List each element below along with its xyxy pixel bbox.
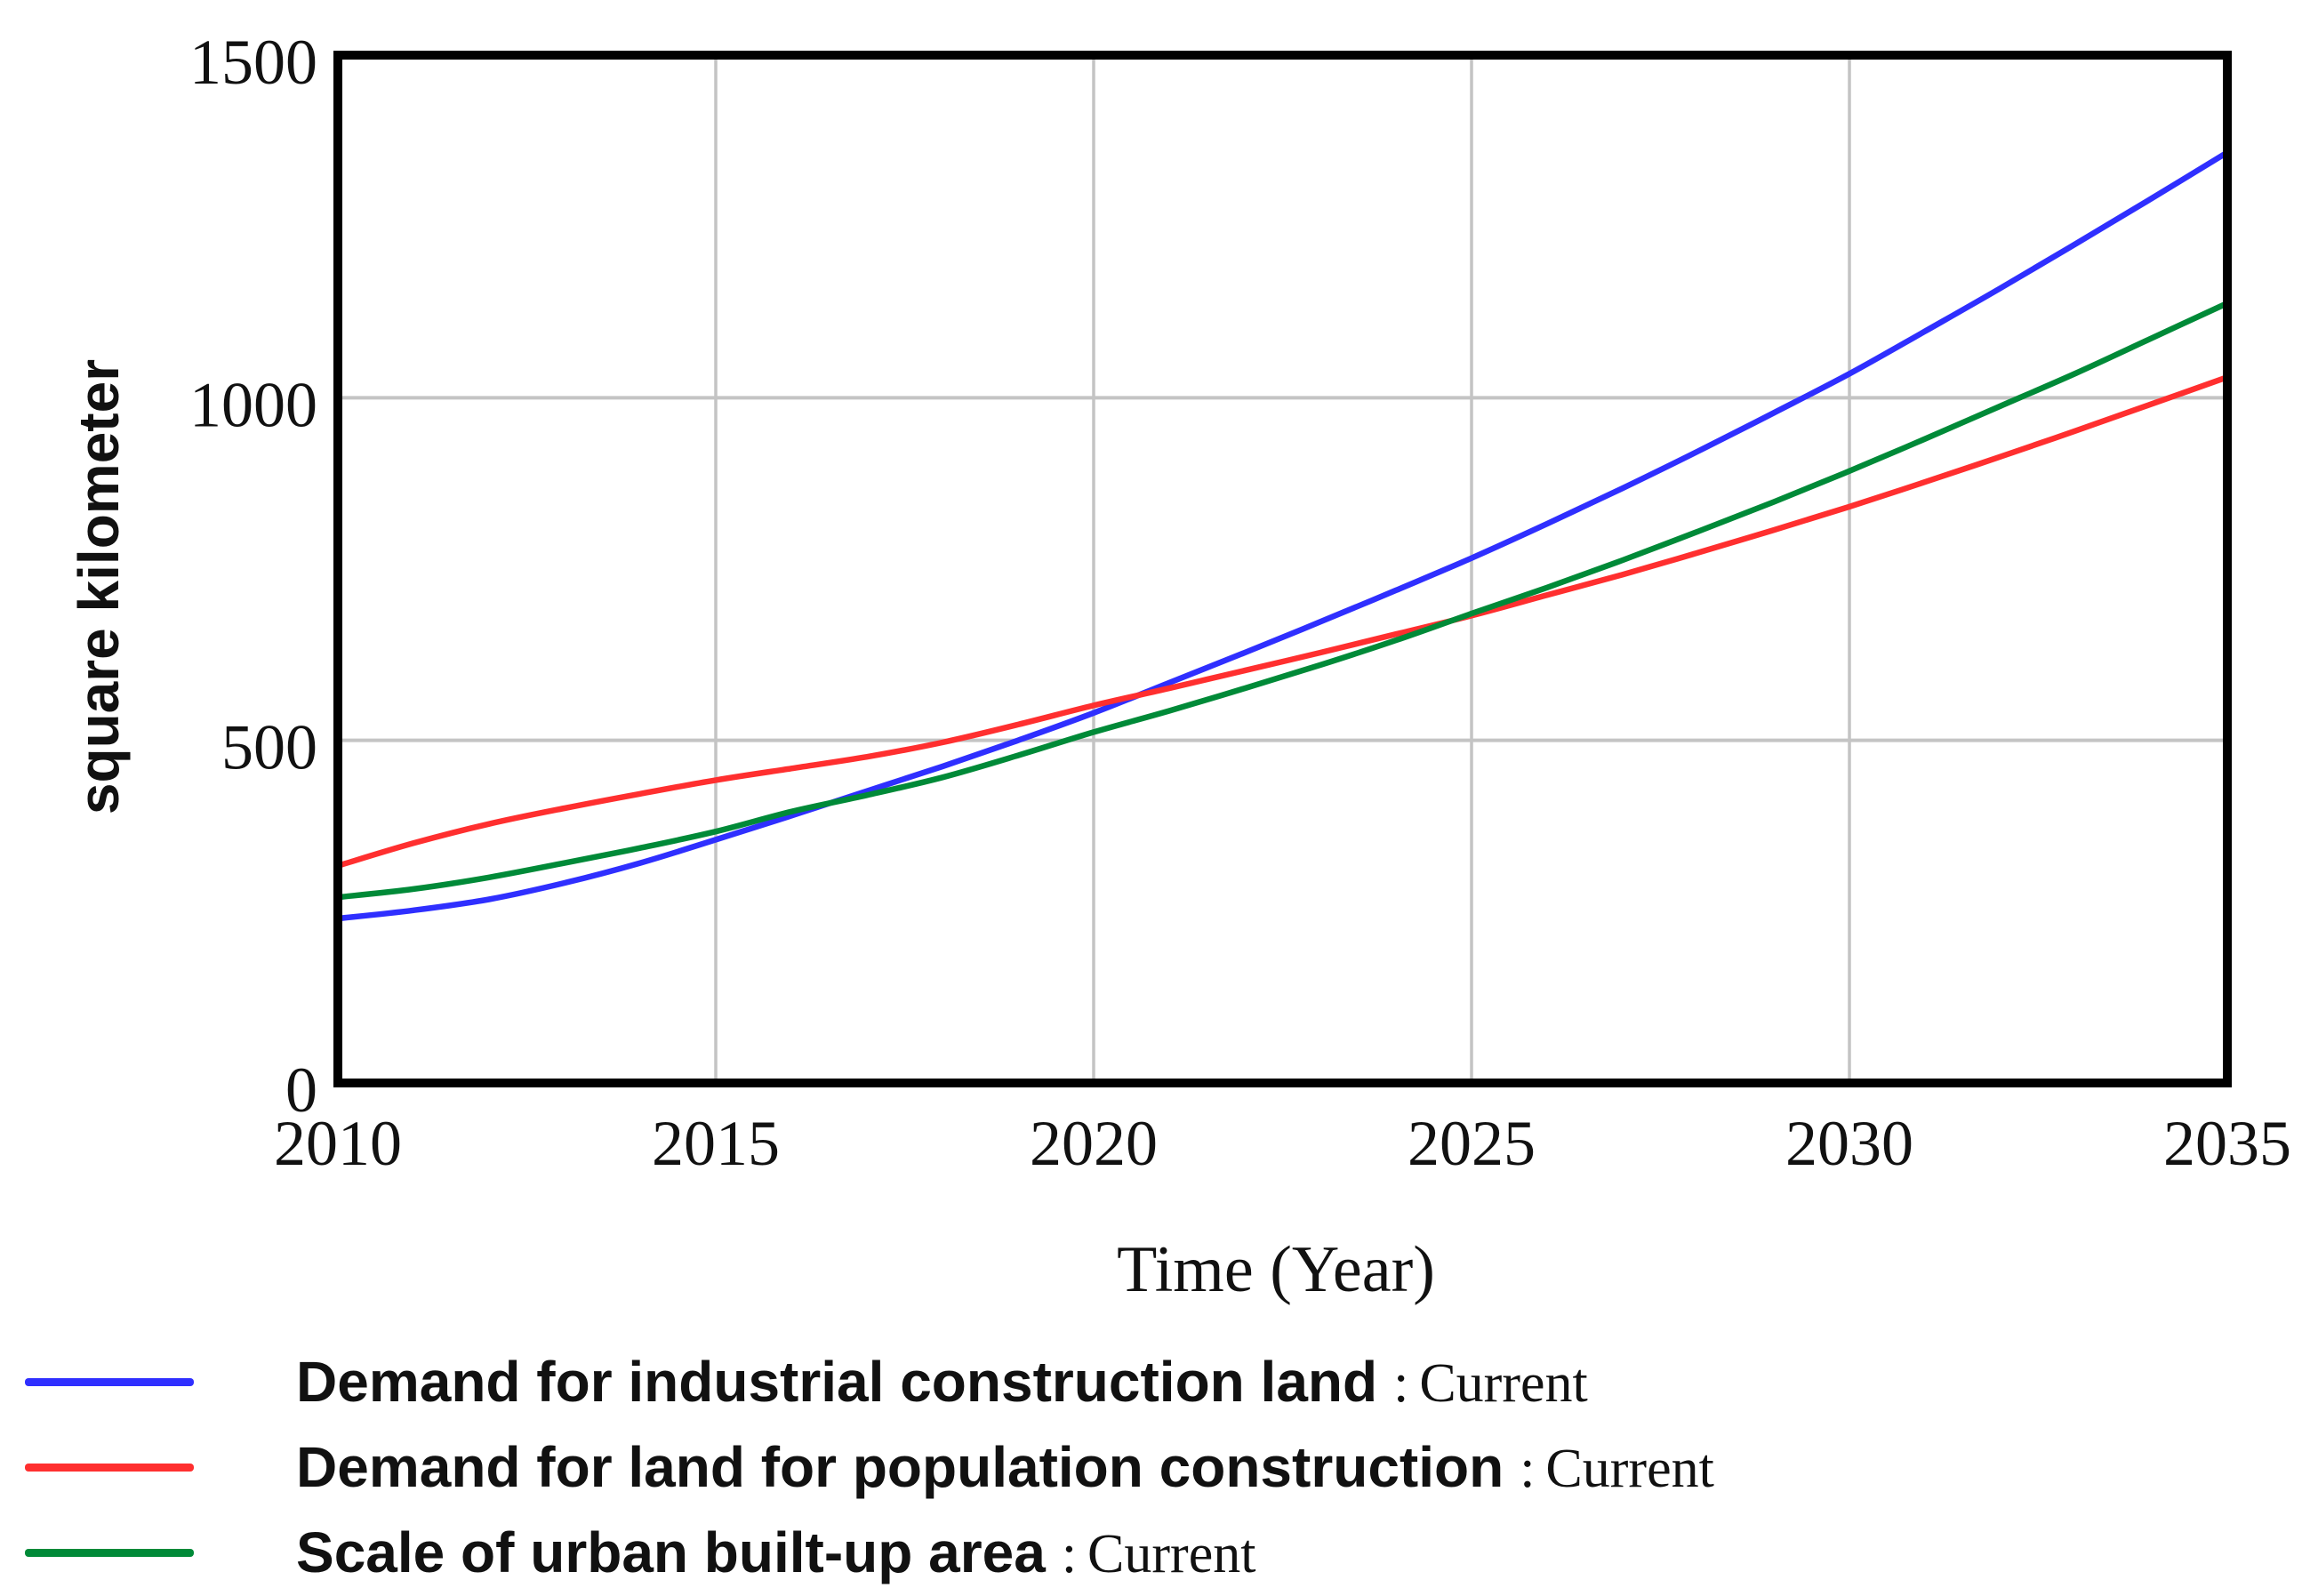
series-line-industrial-construction-land (334, 149, 2231, 922)
legend-separator: : (1520, 1438, 1536, 1499)
x-tick-2035: 2035 (2163, 1108, 2291, 1179)
x-tick-2030: 2030 (1785, 1108, 1913, 1179)
legend: Demand for industrial construction land:… (25, 1339, 1714, 1595)
x-tick-2010: 2010 (274, 1108, 402, 1179)
legend-swatch-urban-built-up-area (25, 1548, 194, 1557)
x-axis-title: Time (Year) (1117, 1233, 1435, 1306)
legend-status: Current (1087, 1523, 1256, 1584)
legend-status: Current (1545, 1438, 1714, 1499)
grid-layer (338, 55, 2227, 1083)
series-line-population-construction-land (334, 373, 2231, 869)
frame-layer (333, 51, 2232, 1087)
legend-swatch-industrial-construction-land (25, 1377, 194, 1386)
y-axis-title: square kilometer (67, 359, 131, 814)
y-tick-0: 0 (285, 1055, 317, 1126)
legend-separator: : (1393, 1352, 1409, 1414)
series-layer (334, 149, 2231, 922)
legend-status: Current (1419, 1352, 1588, 1414)
legend-swatch-population-construction-land (25, 1463, 194, 1472)
legend-item: Demand for industrial construction land:… (25, 1339, 1714, 1424)
legend-item: Demand for land for population construct… (25, 1424, 1714, 1510)
legend-label: Demand for industrial construction land (296, 1349, 1378, 1414)
x-tick-2020: 2020 (1030, 1108, 1158, 1179)
y-tick-1500: 1500 (189, 27, 317, 98)
y-tick-1000: 1000 (189, 369, 317, 440)
tick-layer: 0 500 1000 1500 2010 2015 2020 2025 2030 2035 (189, 27, 2291, 1179)
legend-item: Scale of urban built-up area: Current (25, 1510, 1714, 1595)
legend-label: Scale of urban built-up area (296, 1520, 1046, 1584)
plot-frame (333, 51, 2232, 1087)
series-line-urban-built-up-area (334, 300, 2231, 901)
x-tick-2025: 2025 (1408, 1108, 1536, 1179)
y-tick-500: 500 (221, 712, 317, 783)
x-tick-2015: 2015 (652, 1108, 780, 1179)
legend-separator: : (1061, 1523, 1078, 1584)
legend-label: Demand for land for population construct… (296, 1434, 1504, 1499)
